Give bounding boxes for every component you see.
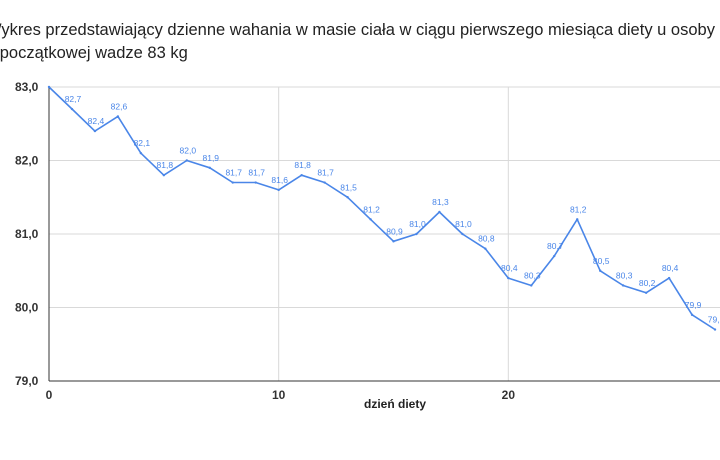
data-label: 80,2 <box>639 278 656 288</box>
data-point <box>461 232 464 236</box>
data-point <box>300 174 303 177</box>
data-label: 81,8 <box>294 160 311 170</box>
data-series <box>47 85 717 331</box>
tick-labels: 79,0 80,0 81,0 82,0 83,0 0 10 20 <box>15 80 515 402</box>
data-point <box>438 210 441 214</box>
x-tick-label: 20 <box>502 388 516 402</box>
grid-lines <box>49 86 720 381</box>
data-label: 82,7 <box>65 94 82 104</box>
data-label: 81,0 <box>409 219 426 229</box>
y-tick-label: 81,0 <box>15 227 39 241</box>
data-label: 81,2 <box>570 204 587 214</box>
data-label: 82,4 <box>88 116 105 126</box>
x-tick-label: 0 <box>46 388 53 402</box>
y-tick-label: 79,0 <box>15 374 39 388</box>
data-label: 80,8 <box>478 234 495 244</box>
data-label: 81,7 <box>225 168 242 178</box>
data-label: 79,7 <box>708 315 720 325</box>
data-label: 80,9 <box>386 226 403 236</box>
data-point <box>599 269 602 272</box>
data-point <box>369 218 372 221</box>
data-point <box>208 166 211 170</box>
data-point <box>553 254 556 258</box>
data-label: 81,7 <box>317 168 334 178</box>
data-point <box>415 232 418 236</box>
data-label: 80,4 <box>501 263 518 273</box>
data-labels: 82,7 82,4 82,6 82,1 81,8 82,0 81,9 81,7 81,7 81,6… <box>65 94 720 324</box>
data-point <box>576 218 579 221</box>
data-point <box>644 291 648 294</box>
data-label: 81,8 <box>157 160 174 170</box>
data-label: 82,6 <box>111 101 128 111</box>
data-point <box>713 328 717 331</box>
data-label: 80,7 <box>547 241 564 251</box>
data-point <box>231 181 234 184</box>
data-point <box>323 181 326 184</box>
data-point <box>346 196 349 199</box>
data-point <box>162 174 166 177</box>
data-point <box>47 85 51 89</box>
data-point <box>484 247 487 250</box>
data-point <box>530 284 533 287</box>
data-point <box>93 129 97 133</box>
data-label: 82,1 <box>134 138 151 148</box>
data-label: 80,3 <box>616 270 633 280</box>
data-label: 82,0 <box>180 146 197 156</box>
data-point <box>392 240 395 243</box>
data-label: 80,5 <box>593 256 610 266</box>
data-label: 81,2 <box>363 204 380 214</box>
data-point <box>667 276 671 280</box>
series-line <box>48 86 716 331</box>
data-label: 80,3 <box>524 270 541 280</box>
data-label: 81,6 <box>271 175 288 185</box>
x-tick-label: 10 <box>272 388 286 402</box>
data-label: 80,4 <box>662 263 679 273</box>
data-point <box>70 107 74 111</box>
chart-title: Wykres przedstawiający dzienne wahania w… <box>0 21 715 62</box>
data-label: 81,7 <box>248 168 265 178</box>
data-point <box>254 181 257 184</box>
data-label: 81,5 <box>340 182 357 192</box>
data-point <box>116 115 120 118</box>
y-tick-label: 82,0 <box>15 154 39 168</box>
data-label: 81,9 <box>202 153 219 163</box>
data-label: 81,3 <box>432 197 449 207</box>
data-point <box>621 284 625 287</box>
data-label: 79,9 <box>685 300 702 310</box>
x-axis-title: dzień diety <box>364 397 426 411</box>
y-tick-label: 80,0 <box>15 301 39 315</box>
data-point <box>690 313 694 317</box>
data-label: 81,0 <box>455 219 472 229</box>
axes <box>48 87 720 382</box>
y-tick-label: 83,0 <box>15 80 39 94</box>
data-point <box>507 276 510 280</box>
data-point <box>185 159 188 162</box>
data-point <box>139 151 143 155</box>
data-point <box>277 188 280 192</box>
